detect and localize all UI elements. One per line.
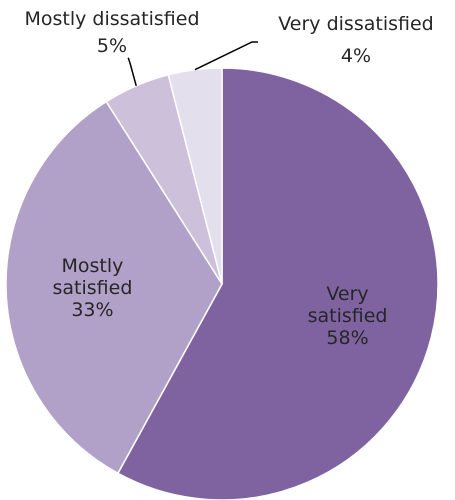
data-label-mostly-dissatisfied: Mostly dissatisfied: [24, 8, 199, 30]
pie-slice-very-dissatisfied: [167, 67, 223, 285]
data-label-mostly-satisfied-pct: 33%: [71, 299, 113, 321]
data-label-very-satisfied-pct: 58%: [326, 327, 368, 349]
leader-line-mostly-dissatisfied: [127, 57, 137, 86]
data-label-mostly-satisfied: satisfied: [53, 277, 133, 299]
data-label-very-satisfied: Very: [326, 283, 368, 305]
data-label-very-dissatisfied-pct: 4%: [341, 45, 371, 67]
data-label-very-dissatisfied: Very dissatisfied: [278, 13, 433, 35]
data-label-very-satisfied: satisfied: [308, 305, 388, 327]
pie-slice-mostly-satisfied: [5, 100, 223, 475]
data-label-mostly-satisfied: Mostly: [62, 255, 124, 277]
data-label-mostly-dissatisfied-pct: 5%: [97, 35, 127, 57]
leader-line-very-dissatisfied: [194, 41, 258, 71]
